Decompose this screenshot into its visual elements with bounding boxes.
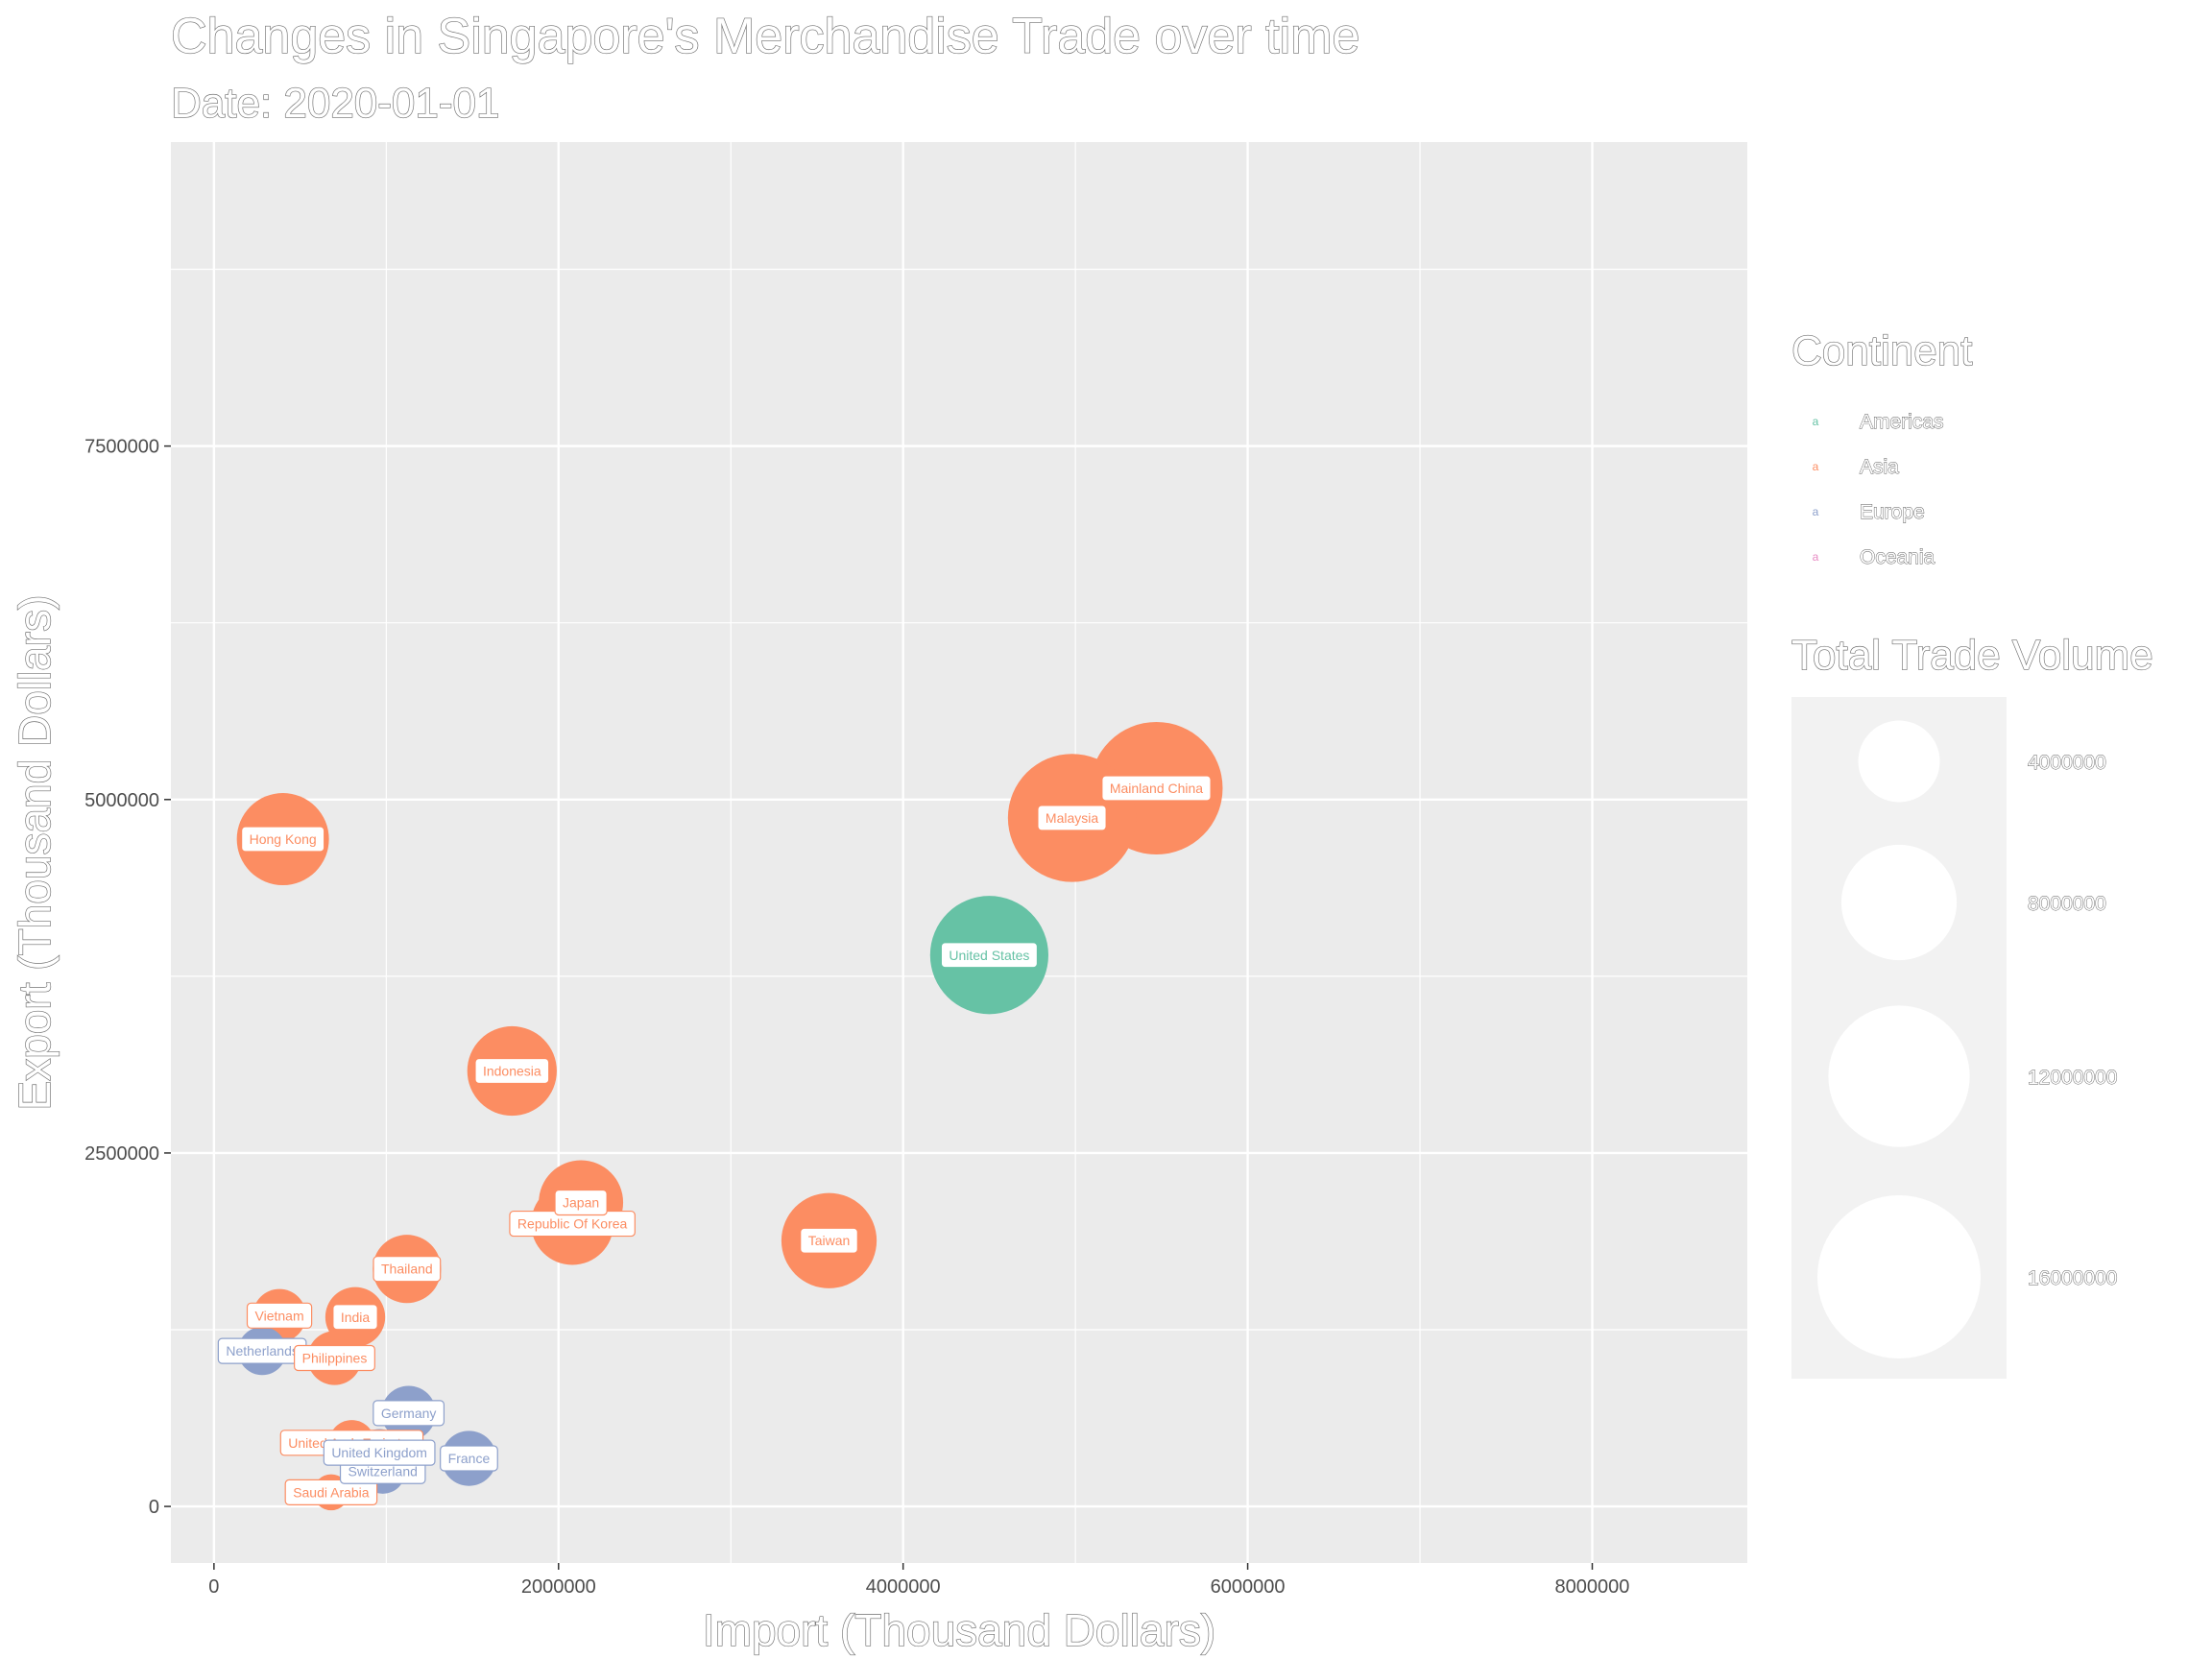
bubble-label-box bbox=[554, 1189, 608, 1216]
bubble-label-group: Malaysia bbox=[1037, 805, 1107, 831]
bubble-label-box bbox=[940, 942, 1039, 969]
trade-volume-legend-circle bbox=[1828, 1005, 1970, 1147]
continent-legend-label: Oceania bbox=[1860, 546, 1936, 568]
bubble-label-text: Philippines bbox=[302, 1350, 368, 1365]
bubble-label-box bbox=[294, 1344, 375, 1372]
bubble-label-group: Vietnam bbox=[246, 1302, 313, 1329]
bubble-label-group: France bbox=[440, 1445, 498, 1472]
trade-volume-legend-label: 8000000 bbox=[2028, 893, 2106, 915]
bubble-label-box bbox=[332, 1304, 378, 1331]
trade-volume-legend: Total Trade Volume 4000000 8000000 1200000… bbox=[1791, 631, 2153, 1379]
bubble-label-box bbox=[800, 1227, 858, 1254]
bubble-label-box bbox=[474, 1057, 550, 1085]
bubble-label-text: Hong Kong bbox=[250, 831, 317, 847]
trade-volume-legend-title: Total Trade Volume bbox=[1791, 632, 2153, 679]
bubble-label-group: Thailand bbox=[373, 1256, 442, 1283]
bubble-label-text: Malaysia bbox=[1046, 810, 1098, 826]
bubble-label-box bbox=[440, 1445, 498, 1472]
bubble-label-group: Japan bbox=[554, 1189, 608, 1216]
bubble-label-text: Republic Of Korea bbox=[517, 1216, 628, 1232]
bubble-label-text: United States bbox=[949, 948, 1029, 963]
continent-legend-title: Continent bbox=[1791, 327, 1972, 374]
bubble-labels: Netherlands Vietnam Hong Kong Philippines In… bbox=[217, 775, 1212, 1505]
bubble-label-box bbox=[373, 1400, 445, 1427]
plot-panel bbox=[171, 142, 1747, 1563]
continent-legend-label: Europe bbox=[1860, 501, 1925, 523]
x-tick-label: 6000000 bbox=[1211, 1576, 1286, 1598]
trade-volume-legend-label: 16000000 bbox=[2028, 1267, 2117, 1289]
bubble-label-group: Philippines bbox=[294, 1344, 375, 1372]
bubble-label-text: France bbox=[448, 1451, 491, 1466]
bubble-label-group: Mainland China bbox=[1101, 775, 1212, 802]
bubble-label-text: Taiwan bbox=[808, 1233, 851, 1248]
bubble-label-group: Hong Kong bbox=[241, 826, 325, 853]
trade-volume-legend-circle bbox=[1817, 1195, 1981, 1358]
y-axis-title: Export (Thousand Dollars) bbox=[10, 595, 60, 1111]
bubble-label-text: Switzerland bbox=[349, 1463, 418, 1479]
bubble-label-group: Indonesia bbox=[474, 1057, 550, 1085]
continent-legend-key-glyph: a bbox=[1813, 460, 1819, 473]
bubble-label-text: Thailand bbox=[381, 1262, 433, 1277]
continent-legend-label: Asia bbox=[1860, 456, 1899, 478]
continent-legend-key-glyph: a bbox=[1813, 415, 1819, 428]
bubble-label-group: Netherlands bbox=[217, 1337, 307, 1364]
continent-legend-key-glyph: a bbox=[1813, 505, 1819, 518]
bubble-label-text: Saudi Arabia bbox=[293, 1484, 370, 1500]
continent-legend-key-glyph: a bbox=[1813, 550, 1819, 564]
bubble-label-group: Republic Of Korea bbox=[509, 1210, 636, 1238]
chart-title: Changes in Singapore's Merchandise Trade… bbox=[171, 9, 1359, 64]
bubble-label-text: United Kingdom bbox=[331, 1445, 427, 1460]
trade-volume-legend-circle bbox=[1858, 720, 1940, 803]
bubble-label-box bbox=[246, 1302, 313, 1329]
bubble-label-group: United Kingdom bbox=[323, 1439, 436, 1466]
grid-lines bbox=[171, 142, 1766, 1563]
bubble-label-group: Germany bbox=[373, 1400, 445, 1427]
bubble-label-box bbox=[323, 1439, 436, 1466]
trade-volume-legend-label: 4000000 bbox=[2028, 752, 2106, 774]
bubble-label-text: India bbox=[341, 1310, 371, 1325]
bubble-label-text: Mainland China bbox=[1110, 781, 1203, 796]
bubble-label-group: Saudi Arabia bbox=[284, 1479, 378, 1505]
trade-volume-legend-circle bbox=[1840, 844, 1958, 961]
trade-volume-legend-label: 12000000 bbox=[2028, 1067, 2117, 1089]
chart-subtitle: Date: 2020-01-01 bbox=[171, 80, 499, 127]
y-tick-label: 5000000 bbox=[84, 790, 159, 811]
axes: 0 2000000 4000000 6000000 8000000 0 2500000 500… bbox=[84, 437, 1629, 1598]
continent-legend: Continent a Americas a Asia a Europe a Oceania bbox=[1791, 326, 1973, 568]
bubble-label-text: Indonesia bbox=[483, 1064, 541, 1079]
bubble-label-box bbox=[373, 1256, 442, 1283]
bubble-label-group: India bbox=[332, 1304, 378, 1331]
x-tick-label: 8000000 bbox=[1555, 1576, 1630, 1598]
bubble-label-text: Vietnam bbox=[255, 1308, 304, 1323]
bubble-label-text: Netherlands bbox=[226, 1343, 299, 1358]
bubble-label-group: Taiwan bbox=[800, 1227, 858, 1254]
bubble-label-box bbox=[241, 826, 325, 853]
bubble-label-box bbox=[1101, 775, 1212, 802]
bubble-label-group: United States bbox=[940, 942, 1039, 969]
x-tick-label: 2000000 bbox=[521, 1576, 596, 1598]
x-axis-title: Import (Thousand Dollars) bbox=[703, 1605, 1215, 1655]
x-tick-label: 4000000 bbox=[866, 1576, 941, 1598]
continent-legend-label: Americas bbox=[1860, 411, 1944, 433]
bubble-label-box bbox=[284, 1479, 378, 1505]
bubble-label-box bbox=[1037, 805, 1107, 831]
y-tick-label: 2500000 bbox=[84, 1143, 159, 1165]
bubble-label-text: Germany bbox=[381, 1406, 437, 1421]
y-tick-label: 0 bbox=[149, 1497, 159, 1518]
x-tick-label: 0 bbox=[208, 1576, 219, 1598]
bubble-label-text: Japan bbox=[563, 1194, 599, 1210]
y-tick-label: 7500000 bbox=[84, 437, 159, 458]
